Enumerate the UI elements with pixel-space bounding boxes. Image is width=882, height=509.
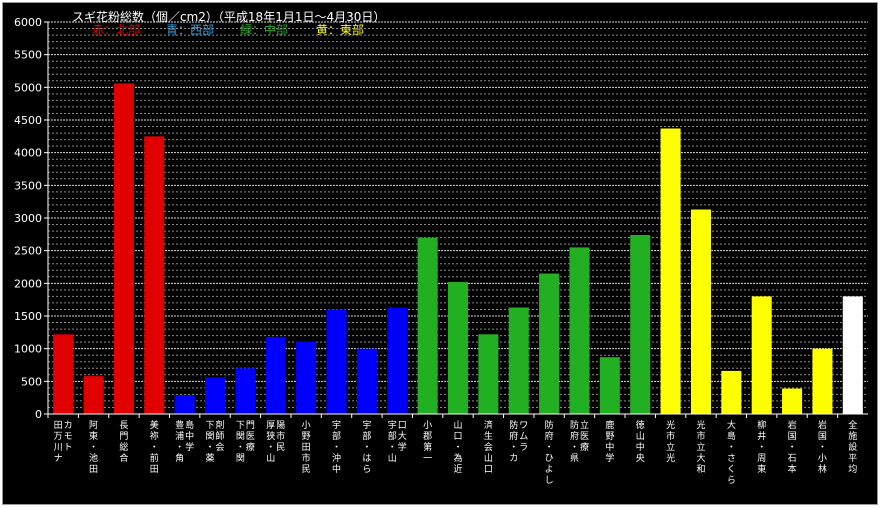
x-tick-label: 岩国・石本	[788, 419, 797, 475]
bar	[508, 307, 529, 414]
x-tick-label: 柳井・周東	[757, 419, 766, 475]
bar	[265, 336, 286, 414]
y-tick-label: 1500	[14, 310, 42, 323]
bar	[812, 348, 833, 414]
bar	[478, 334, 499, 414]
bar	[205, 377, 226, 414]
bar	[539, 273, 560, 414]
y-tick-label: 4500	[14, 114, 42, 127]
y-tick-label: 3500	[14, 179, 42, 192]
bar	[387, 307, 408, 414]
bar	[417, 237, 438, 414]
bar	[721, 370, 742, 414]
bars	[53, 83, 863, 415]
x-tick-label: 光市立大和	[696, 419, 705, 475]
x-tick-label: 山口・為近	[453, 420, 462, 475]
bar	[782, 388, 803, 414]
x-tick-label: 防府・ひよし	[545, 419, 554, 486]
x-tick-label: 小野田市民	[302, 420, 311, 475]
x-tick-label: 済生会山口	[484, 419, 493, 475]
y-tick-label: 2500	[14, 245, 42, 258]
y-tick-label: 5500	[14, 49, 42, 62]
bar	[660, 128, 681, 414]
x-tick-label: 長門総合	[119, 420, 128, 464]
x-tick-label: 大島・さくら	[727, 419, 736, 486]
x-tick-label: 岩国・小林	[818, 419, 827, 475]
bar	[599, 357, 620, 414]
x-tick-label: 全施設平均	[848, 419, 857, 475]
x-tick-label: 光市立光	[666, 419, 675, 464]
x-tick-label: 美祢・前田	[150, 419, 159, 475]
y-tick-label: 2000	[14, 277, 42, 290]
x-tick-label: 厚狭・山陽市民	[266, 420, 285, 464]
x-tick-label: 鹿野中学	[605, 419, 614, 464]
x-tick-label: 下関・関門医療	[236, 420, 255, 464]
x-tick-label: 徳山中央	[636, 419, 645, 464]
bar	[235, 368, 256, 414]
x-tick-label: 下関・薬剤師会	[206, 419, 225, 464]
x-tick-label: 小郡第一	[423, 420, 432, 464]
x-tick-label: 豊浦・角島中学	[175, 419, 194, 464]
x-tick-label: 宇部・はら	[362, 419, 371, 475]
x-tick-label: 宇部・沖中	[332, 419, 341, 475]
y-tick-label: 1000	[14, 343, 42, 356]
bar	[53, 334, 74, 414]
bar	[113, 83, 134, 414]
legend-entry: 赤：北部	[92, 22, 140, 37]
bar	[447, 282, 469, 414]
legend-entry: 緑：中部	[240, 22, 288, 37]
legend-entry: 青：西部	[166, 22, 214, 37]
x-tick-label: 防府・県立医療	[570, 419, 589, 464]
bar	[174, 395, 195, 414]
bar	[690, 209, 711, 414]
y-tick-label: 4000	[14, 147, 42, 160]
bar	[842, 296, 863, 414]
x-tick-label: 阿東・池田	[89, 420, 98, 475]
legend: 赤：北部 青：西部 緑：中部 黄：東部	[92, 22, 364, 37]
legend-entry: 黄：東部	[316, 22, 364, 37]
x-tick-label: 田万川ナカモト	[54, 420, 73, 464]
y-tick-label: 6000	[14, 16, 42, 29]
bar	[144, 136, 165, 415]
bar	[356, 348, 377, 414]
bar	[83, 376, 104, 414]
bar	[569, 247, 590, 414]
bar	[630, 234, 651, 414]
x-tick-label: 防府・カワムラ	[509, 419, 528, 464]
x-axis-labels: 田万川ナカモト 阿東・池田 長門総合 美祢・前田 豊浦・角島中学下関・薬剤師会下関・関門…	[47, 414, 857, 486]
x-tick-label: 宇部・山口大学	[388, 419, 407, 464]
y-axis-ticks: 0 500 1000 1500 2000 2500 3000 3500 4000 4500 5000…	[14, 16, 48, 421]
bar	[296, 341, 317, 414]
bar	[751, 296, 772, 414]
chart-title: スギ花粉総数（個／cm2）（平成18年1月1日～4月30日）	[72, 9, 385, 24]
y-tick-label: 500	[21, 375, 42, 388]
y-tick-label: 5000	[14, 81, 42, 94]
y-tick-label: 0	[35, 408, 42, 421]
y-tick-label: 3000	[14, 212, 42, 225]
bar	[326, 309, 347, 414]
